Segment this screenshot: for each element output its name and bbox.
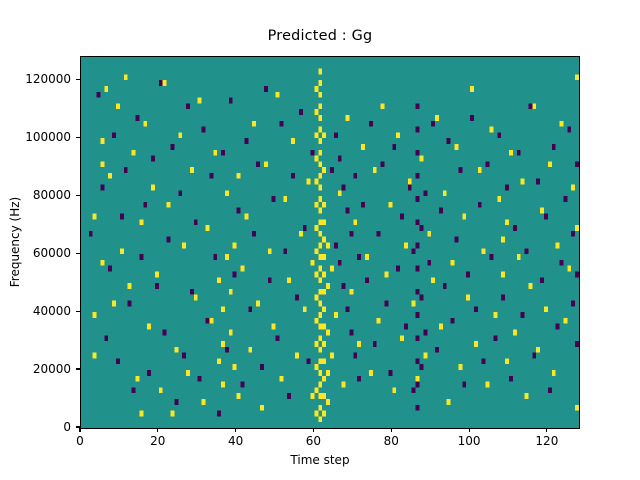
x-tick-label: 80 — [383, 434, 399, 448]
y-tick-label: 20000 — [32, 362, 71, 377]
y-tick-label: 100000 — [25, 130, 71, 145]
y-axis-label-text: Frequency (Hz) — [8, 196, 22, 287]
y-tick-label: 120000 — [25, 72, 71, 87]
y-tick-mark — [76, 194, 80, 196]
x-axis-label: Time step — [290, 453, 350, 467]
heatmap-canvas — [81, 57, 579, 428]
x-tick-label: 100 — [457, 434, 481, 448]
x-tick-label: 40 — [227, 434, 244, 448]
x-tick-label: 60 — [305, 434, 322, 448]
heatmap-axes — [80, 56, 580, 429]
y-tick-label: 40000 — [32, 304, 71, 319]
y-tick-mark — [76, 426, 80, 428]
x-tick-label: 0 — [76, 434, 84, 448]
y-tick-mark — [76, 252, 80, 254]
chart-title: Predicted : Gg — [267, 28, 373, 44]
y-tick-mark — [76, 78, 80, 80]
x-tick-label: 120 — [535, 434, 559, 448]
y-tick-mark — [76, 368, 80, 370]
y-tick-mark — [76, 136, 80, 138]
x-tick-label: 20 — [150, 434, 166, 448]
y-tick-mark — [76, 310, 80, 312]
y-tick-label: 0 — [63, 420, 71, 434]
